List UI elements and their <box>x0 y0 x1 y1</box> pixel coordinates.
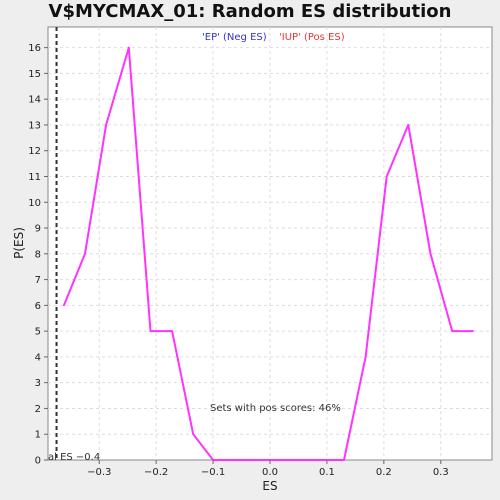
x-tick-label: 0.1 <box>319 467 335 478</box>
chart-title: V$MYCMAX_01: Random ES distribution <box>48 1 452 22</box>
x-tick-label: −0.2 <box>144 467 168 478</box>
y-tick-label: 6 <box>35 301 41 312</box>
x-tick-label: −0.3 <box>87 467 111 478</box>
data-point <box>343 459 345 461</box>
y-tick-label: 5 <box>35 327 41 338</box>
y-tick-label: 0 <box>35 456 41 467</box>
y-tick-label: 10 <box>28 198 41 209</box>
x-tick-label: −0.1 <box>201 467 225 478</box>
x-tick-label: 0.0 <box>262 467 278 478</box>
data-point <box>407 124 410 126</box>
y-tick-label: 3 <box>35 378 41 389</box>
y-tick-label: 2 <box>35 404 41 415</box>
y-tick-label: 4 <box>35 352 41 363</box>
y-tick-label: 1 <box>35 430 41 441</box>
y-tick-label: 12 <box>28 146 41 157</box>
data-point <box>451 330 453 332</box>
real-es-label: al ES −0.4 <box>48 452 100 463</box>
data-point <box>149 330 152 332</box>
y-tick-label: 9 <box>35 224 41 235</box>
legend-entry-iup: 'IUP' (Pos ES) <box>279 32 345 43</box>
y-tick-label: 13 <box>28 120 41 131</box>
legend: 'EP' (Neg ES) 'IUP' (Pos ES) <box>202 32 345 43</box>
data-point <box>472 330 475 332</box>
y-tick-label: 7 <box>35 275 41 286</box>
y-tick-label: 8 <box>35 249 41 260</box>
data-point <box>105 124 107 126</box>
data-point <box>171 330 173 332</box>
y-axis-title: P(ES) <box>12 227 26 259</box>
data-point <box>385 175 388 178</box>
data-point <box>63 304 65 307</box>
x-tick-label: 0.2 <box>376 467 392 478</box>
y-tick-label: 16 <box>28 43 41 54</box>
data-point <box>429 253 432 255</box>
legend-entry-ep: 'EP' (Neg ES) <box>202 32 267 43</box>
annotation-pos-scores: Sets with pos scores: 46% <box>210 403 341 414</box>
data-point <box>84 253 86 255</box>
data-point <box>364 356 367 358</box>
y-tick-label: 11 <box>28 172 41 183</box>
y-tick-label: 15 <box>28 69 41 80</box>
y-tick-label: 14 <box>28 95 41 106</box>
data-point <box>128 46 130 49</box>
data-point <box>192 433 194 436</box>
grid <box>48 27 492 460</box>
x-tick-label: 0.3 <box>433 467 449 478</box>
x-axis-title: ES <box>262 479 277 493</box>
